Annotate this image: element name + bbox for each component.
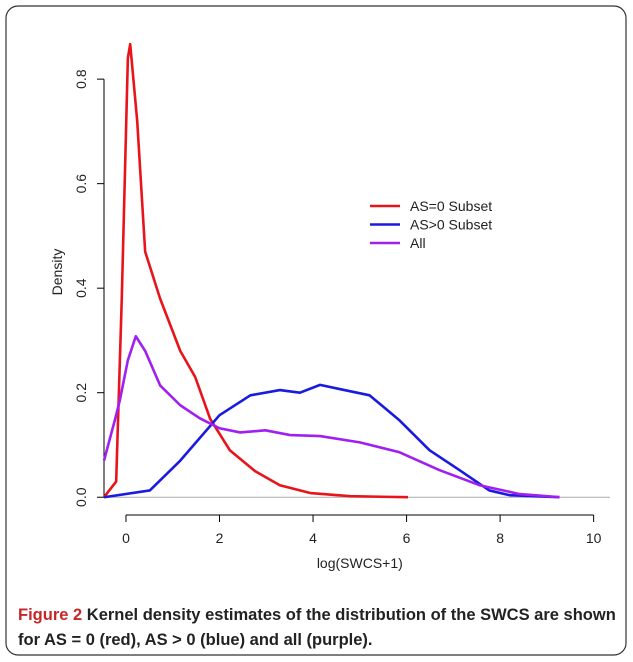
caption-label: Figure 2: [18, 606, 83, 624]
y-tick-label: 0.6: [73, 174, 89, 194]
density-line: [102, 42, 408, 499]
y-tick-label: 0.4: [73, 278, 89, 298]
density-line: [103, 383, 560, 499]
x-tick-label: 6: [403, 530, 411, 546]
legend-label: AS=0 Subset: [410, 198, 492, 214]
density-line: [102, 334, 560, 499]
caption-text: Kernel density estimates of the distribu…: [18, 606, 616, 649]
x-axis-label: log(SWCS+1): [317, 555, 403, 571]
x-tick-label: 0: [122, 530, 130, 546]
y-tick-label: 0.0: [73, 487, 89, 507]
caption: Figure 2 Kernel density estimates of the…: [18, 603, 618, 653]
y-axis-label: Density: [49, 249, 65, 296]
x-tick-label: 8: [496, 530, 504, 546]
legend-label: AS>0 Subset: [410, 217, 492, 233]
x-tick-label: 10: [586, 530, 602, 546]
y-tick-label: 0.2: [73, 383, 89, 403]
x-tick-label: 4: [309, 530, 317, 546]
x-tick-label: 2: [216, 530, 224, 546]
frame: [5, 5, 627, 656]
y-tick-label: 0.8: [73, 69, 89, 89]
legend-label: All: [410, 235, 426, 251]
